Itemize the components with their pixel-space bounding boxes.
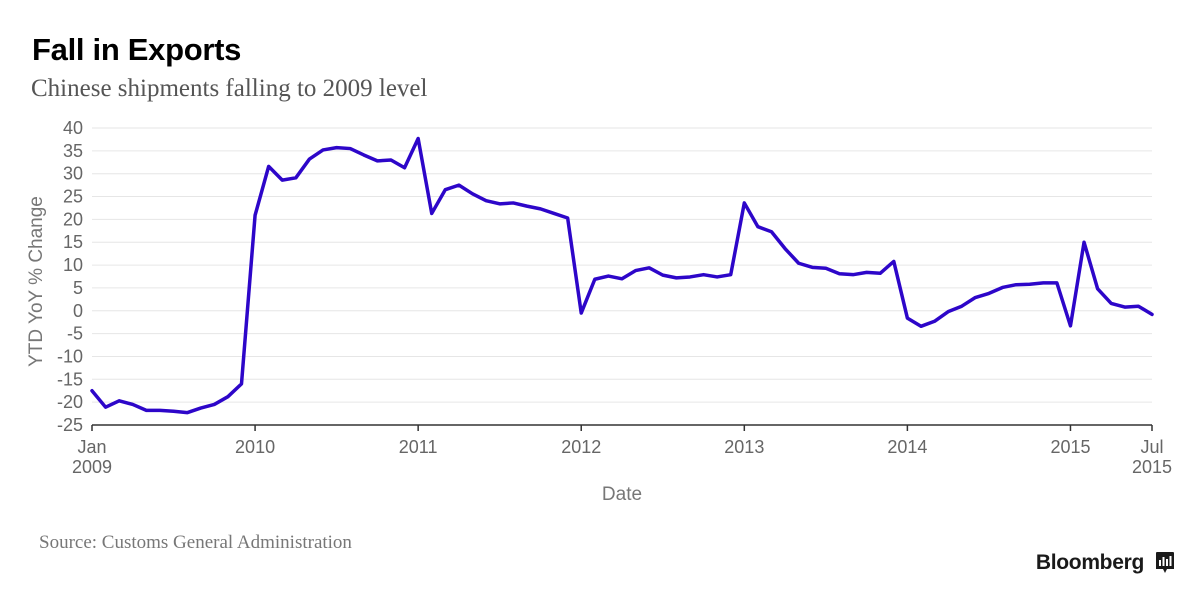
y-tick-label: 0	[73, 301, 83, 321]
x-tick-label: 2014	[887, 437, 927, 457]
y-tick-label: 5	[73, 278, 83, 298]
y-tick-label: 30	[63, 164, 83, 184]
chart-title: Fall in Exports	[32, 32, 242, 67]
bloomberg-terminal-icon	[1156, 552, 1174, 573]
y-tick-label: 35	[63, 141, 83, 161]
x-tick-label: 2015	[1050, 437, 1090, 457]
y-tick-label: 10	[63, 255, 83, 275]
y-tick-label: -15	[57, 369, 83, 389]
x-tick-label: 2012	[561, 437, 601, 457]
chart-subtitle: Chinese shipments falling to 2009 level	[31, 75, 428, 102]
x-axis-label: Date	[602, 484, 642, 505]
y-tick-label: -20	[57, 392, 83, 412]
y-tick-label: -25	[57, 415, 83, 435]
y-axis-label: YTD YoY % Change	[26, 196, 47, 367]
y-tick-label: 40	[63, 118, 83, 138]
y-tick-label: 25	[63, 187, 83, 207]
bloomberg-logo: Bloomberg	[1035, 551, 1144, 574]
x-tick-label: 2010	[235, 437, 275, 457]
y-tick-label: 20	[63, 209, 83, 229]
x-tick-label: Jan	[77, 437, 106, 457]
x-tick-sublabel: 2015	[1132, 457, 1172, 477]
source-note: Source: Customs General Administration	[39, 532, 352, 553]
y-tick-label: -5	[67, 324, 83, 344]
x-tick-label: 2013	[724, 437, 764, 457]
x-tick-sublabel: 2009	[72, 457, 112, 477]
x-tick-label: Jul	[1140, 437, 1163, 457]
series-line-exports	[90, 136, 1154, 415]
gridlines	[92, 127, 1152, 403]
x-tick-label: 2011	[399, 437, 438, 457]
y-tick-label: 15	[63, 232, 83, 252]
y-tick-label: -10	[57, 346, 83, 366]
